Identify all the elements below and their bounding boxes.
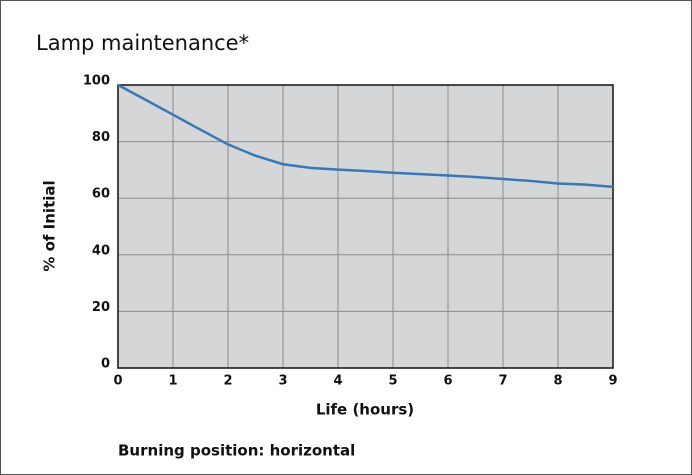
x-tick-label: 1 [168, 374, 177, 389]
y-tick-label: 20 [92, 300, 110, 315]
chart-title: Lamp maintenance* [36, 31, 249, 55]
x-tick-label: 3 [278, 374, 287, 389]
x-tick-label: 0 [113, 374, 122, 389]
data-line [117, 83, 614, 189]
x-tick-label: 6 [443, 374, 452, 389]
x-axis-label: Life (hours) [316, 401, 414, 419]
y-tick-label: 60 [92, 187, 110, 202]
y-tick-label: 100 [83, 74, 110, 89]
y-axis-label: % of Initial [41, 180, 59, 271]
x-tick-label: 8 [553, 374, 562, 389]
annotation: Burning position: horizontal [118, 442, 355, 460]
y-tick-label: 80 [92, 130, 110, 145]
plot-area [118, 85, 613, 368]
y-tick-label: 0 [101, 357, 110, 372]
x-tick-label: 2 [223, 374, 232, 389]
y-tick-label: 40 [92, 243, 110, 258]
x-tick-label: 5 [388, 374, 397, 389]
plot-border [117, 84, 614, 369]
x-tick-label: 7 [498, 374, 507, 389]
x-tick-label: 9 [608, 374, 617, 389]
x-tick-label: 4 [333, 374, 342, 389]
